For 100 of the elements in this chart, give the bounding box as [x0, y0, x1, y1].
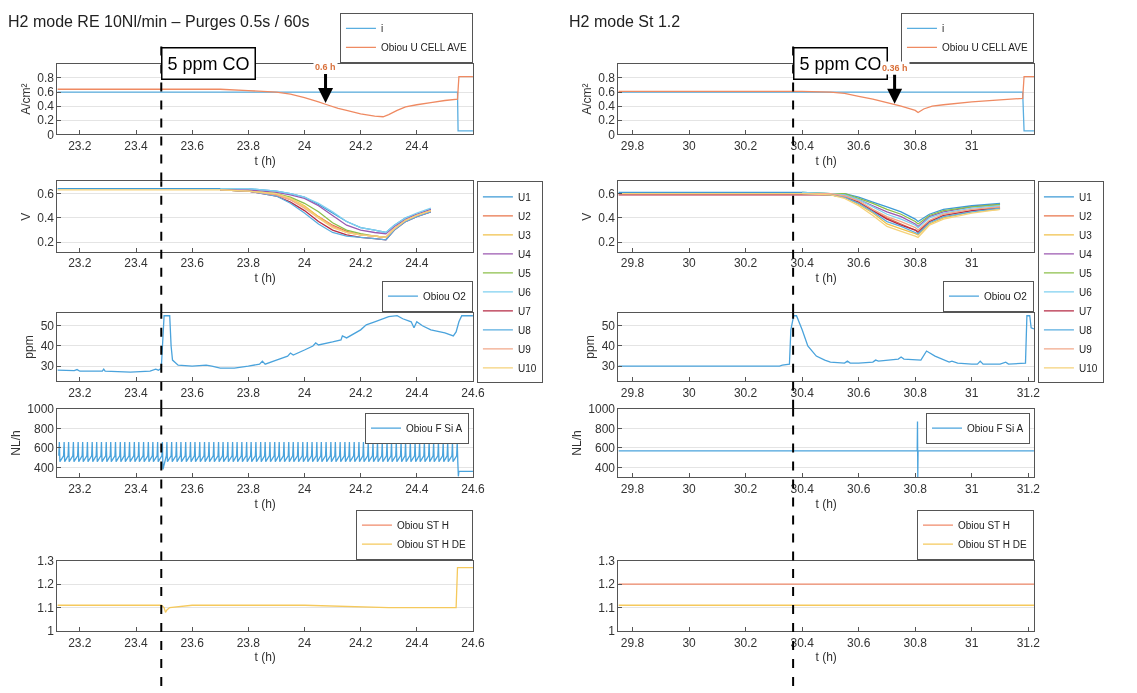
legend-label: Obiou ST H DE — [396, 539, 467, 551]
y-tick-label: 0.8 — [598, 71, 616, 86]
x-tick-label: 23.4 — [124, 481, 149, 496]
x-tick-label: 23.2 — [68, 635, 92, 650]
chart-title: H2 mode St 1.2 — [569, 13, 681, 30]
legend-label: i — [941, 23, 945, 35]
y-tick-label: 1000 — [27, 401, 55, 416]
x-tick-label: 24.6 — [461, 635, 485, 650]
x-tick-label: 30.4 — [790, 635, 815, 650]
x-tick-label: 23.6 — [180, 385, 205, 400]
y-axis-title: ppm — [21, 335, 36, 359]
x-tick-label: 29.8 — [620, 481, 645, 496]
x-tick-label: 24.2 — [348, 481, 373, 496]
x-tick-label: 24.6 — [461, 385, 485, 400]
y-tick-label: 40 — [601, 339, 616, 354]
x-tick-label: 23.4 — [124, 256, 149, 271]
y-tick-label: 30 — [601, 359, 616, 374]
legend-label: U3 — [1078, 229, 1093, 241]
y-tick-label: 30 — [40, 359, 55, 374]
y-axis-title: ppm — [582, 335, 597, 359]
y-axis-title: A/cm² — [18, 83, 33, 115]
legend-label: U1 — [1078, 191, 1093, 203]
x-tick-label: 30.6 — [847, 635, 871, 650]
x-tick-label: 30.2 — [733, 256, 758, 271]
x-tick-label: 30.2 — [733, 481, 758, 496]
annotation: 0.6 h — [315, 62, 336, 72]
y-tick-label: 0 — [608, 127, 616, 142]
x-tick-label: 23.4 — [124, 138, 149, 153]
x-tick-label: 30.6 — [847, 385, 871, 400]
y-tick-label: 0.6 — [598, 186, 616, 201]
y-tick-label: 1.2 — [37, 577, 55, 592]
x-tick-label: 31 — [965, 481, 979, 496]
x-tick-label: 24 — [297, 385, 312, 400]
y-tick-label: 600 — [594, 441, 616, 456]
x-tick-label: 23.6 — [180, 635, 205, 650]
x-tick-label: 24.2 — [348, 256, 373, 271]
legend-label: U9 — [517, 343, 532, 355]
chart-title: H2 mode RE 10Nl/min – Purges 0.5s / 60s — [8, 13, 310, 30]
x-tick-label: 24.4 — [405, 256, 429, 271]
x-tick-label: 31 — [965, 385, 979, 400]
y-tick-label: 0.2 — [598, 235, 616, 250]
x-tick-label: 30.2 — [733, 385, 758, 400]
x-tick-label: 30.8 — [903, 385, 928, 400]
x-tick-label: 23.8 — [236, 481, 261, 496]
y-tick-label: 400 — [594, 460, 616, 475]
legend-label: Obiou ST H — [957, 520, 1011, 532]
x-tick-label: 29.8 — [620, 385, 645, 400]
x-tick-label: 31 — [965, 138, 979, 153]
y-axis-title: V — [18, 212, 33, 221]
x-axis-title: t (h) — [815, 271, 837, 286]
y-tick-label: 50 — [40, 319, 55, 334]
legend-label: U10 — [1078, 362, 1098, 374]
x-tick-label: 23.2 — [68, 481, 92, 496]
y-tick-label: 0.6 — [37, 85, 55, 100]
legend-label: Obiou U CELL AVE — [941, 42, 1028, 54]
legend-label: U6 — [1078, 286, 1093, 298]
y-tick-label: 800 — [33, 421, 55, 436]
legend-label: U2 — [1078, 210, 1093, 222]
x-tick-label: 30 — [682, 138, 697, 153]
y-tick-label: 0.2 — [37, 113, 55, 128]
x-tick-label: 23.8 — [236, 138, 261, 153]
legend-label: U4 — [1078, 248, 1093, 260]
x-tick-label: 23.6 — [180, 256, 205, 271]
x-tick-label: 24 — [297, 481, 312, 496]
y-tick-label: 50 — [601, 319, 616, 334]
legend-label: Obiou U CELL AVE — [380, 42, 467, 54]
y-tick-label: 1000 — [588, 401, 616, 416]
y-axis-title: NL/h — [569, 430, 584, 456]
annotation: 5 ppm CO — [167, 53, 250, 74]
x-axis-title: t (h) — [254, 153, 276, 168]
legend-label: U6 — [517, 286, 532, 298]
x-tick-label: 30.4 — [790, 481, 815, 496]
x-tick-label: 30 — [682, 385, 697, 400]
y-tick-label: 600 — [33, 441, 55, 456]
x-tick-label: 30.6 — [847, 481, 871, 496]
legend-label: Obiou ST H DE — [957, 539, 1028, 551]
legend-label: Obiou ST H — [396, 520, 450, 532]
x-tick-label: 23.8 — [236, 256, 261, 271]
annotation: 0.36 h — [882, 63, 908, 73]
legend-label: U8 — [517, 324, 532, 336]
y-tick-label: 0.6 — [37, 186, 55, 201]
x-tick-label: 30.8 — [903, 635, 928, 650]
y-tick-label: 1.1 — [598, 600, 616, 615]
x-tick-label: 30.4 — [790, 385, 815, 400]
x-tick-label: 24.2 — [348, 385, 373, 400]
x-tick-label: 23.4 — [124, 635, 149, 650]
legend-label: U10 — [517, 362, 537, 374]
x-tick-label: 30.4 — [790, 138, 815, 153]
legend-label: U7 — [517, 305, 532, 317]
x-tick-label: 31 — [965, 635, 979, 650]
x-tick-label: 24.4 — [405, 481, 429, 496]
legend-label: U3 — [517, 229, 532, 241]
x-tick-label: 30.6 — [847, 256, 871, 271]
x-tick-label: 31.2 — [1016, 385, 1041, 400]
x-tick-label: 30.2 — [733, 635, 758, 650]
y-axis-title: V — [579, 212, 594, 221]
legend-label: Obiou O2 — [422, 291, 467, 303]
x-tick-label: 31.2 — [1016, 481, 1041, 496]
x-tick-label: 23.6 — [180, 481, 205, 496]
y-tick-label: 0.4 — [37, 99, 55, 114]
